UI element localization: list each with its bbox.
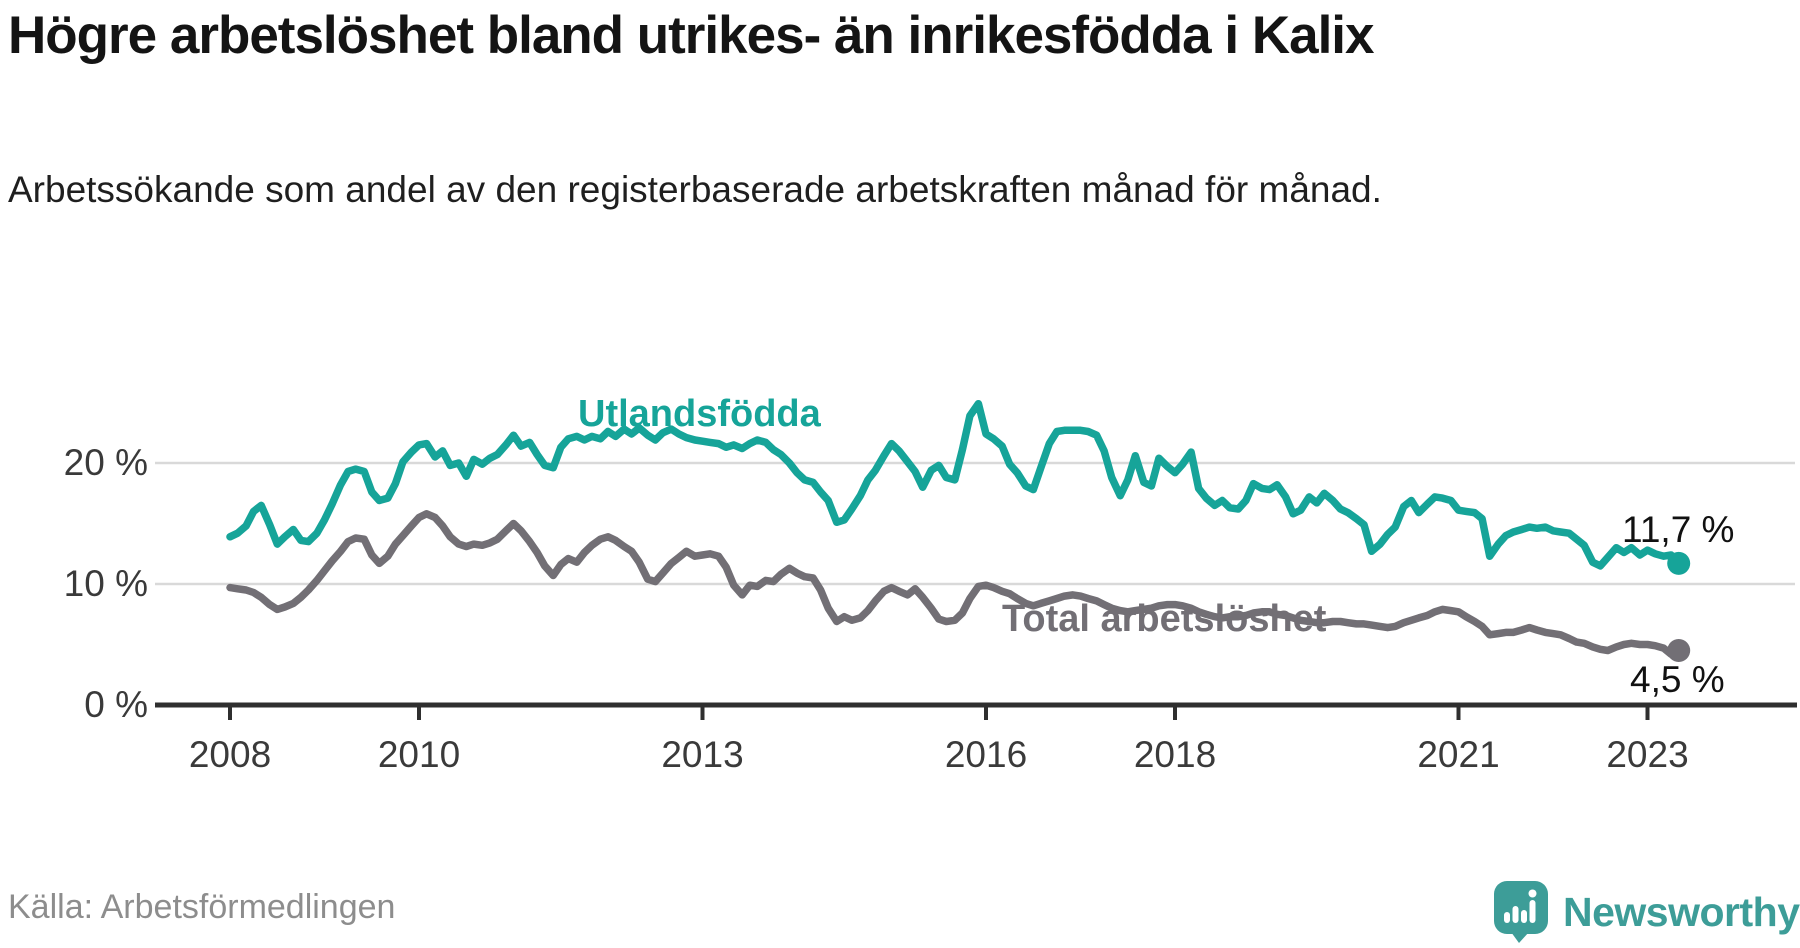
series-label-utlandsfodda: Utlandsfödda [578,393,821,435]
page-title: Högre arbetslöshet bland utrikes- än inr… [8,6,1375,65]
x-tick-label: 2013 [661,734,744,775]
x-axis-ticks [228,705,1650,720]
x-tick-label: 2021 [1417,734,1500,775]
end-value-label-total: 4,5 % [1630,659,1725,700]
x-tick-label: 2008 [188,734,272,775]
y-tick-label: 0 % [84,684,148,725]
series-line-total [226,510,1683,658]
gridlines [155,461,1795,586]
newsworthy-brand: Newsworthy [1493,880,1800,944]
x-tick-label: 2018 [1133,734,1217,775]
series-endpoint-total [1667,639,1691,662]
x-tick-label: 2010 [377,734,461,775]
newsworthy-wordmark: Newsworthy [1563,888,1800,935]
x-tick-label: 2023 [1606,734,1689,775]
x-tick-label: 2016 [944,734,1028,775]
series-line-utlandsfodda [226,399,1683,570]
series-endpoint-utlandsfodda [1667,551,1691,575]
y-tick-label: 20 % [63,442,148,483]
end-value-label-utlandsfodda: 11,7 % [1622,509,1735,550]
y-tick-label: 10 % [63,563,148,604]
page-subtitle: Arbetssökande som andel av den registerb… [8,169,1382,210]
source-note: Källa: Arbetsförmedlingen [8,888,396,926]
newsworthy-logo-icon [1494,881,1548,943]
series-label-total: Total arbetslöshet [1002,598,1327,640]
